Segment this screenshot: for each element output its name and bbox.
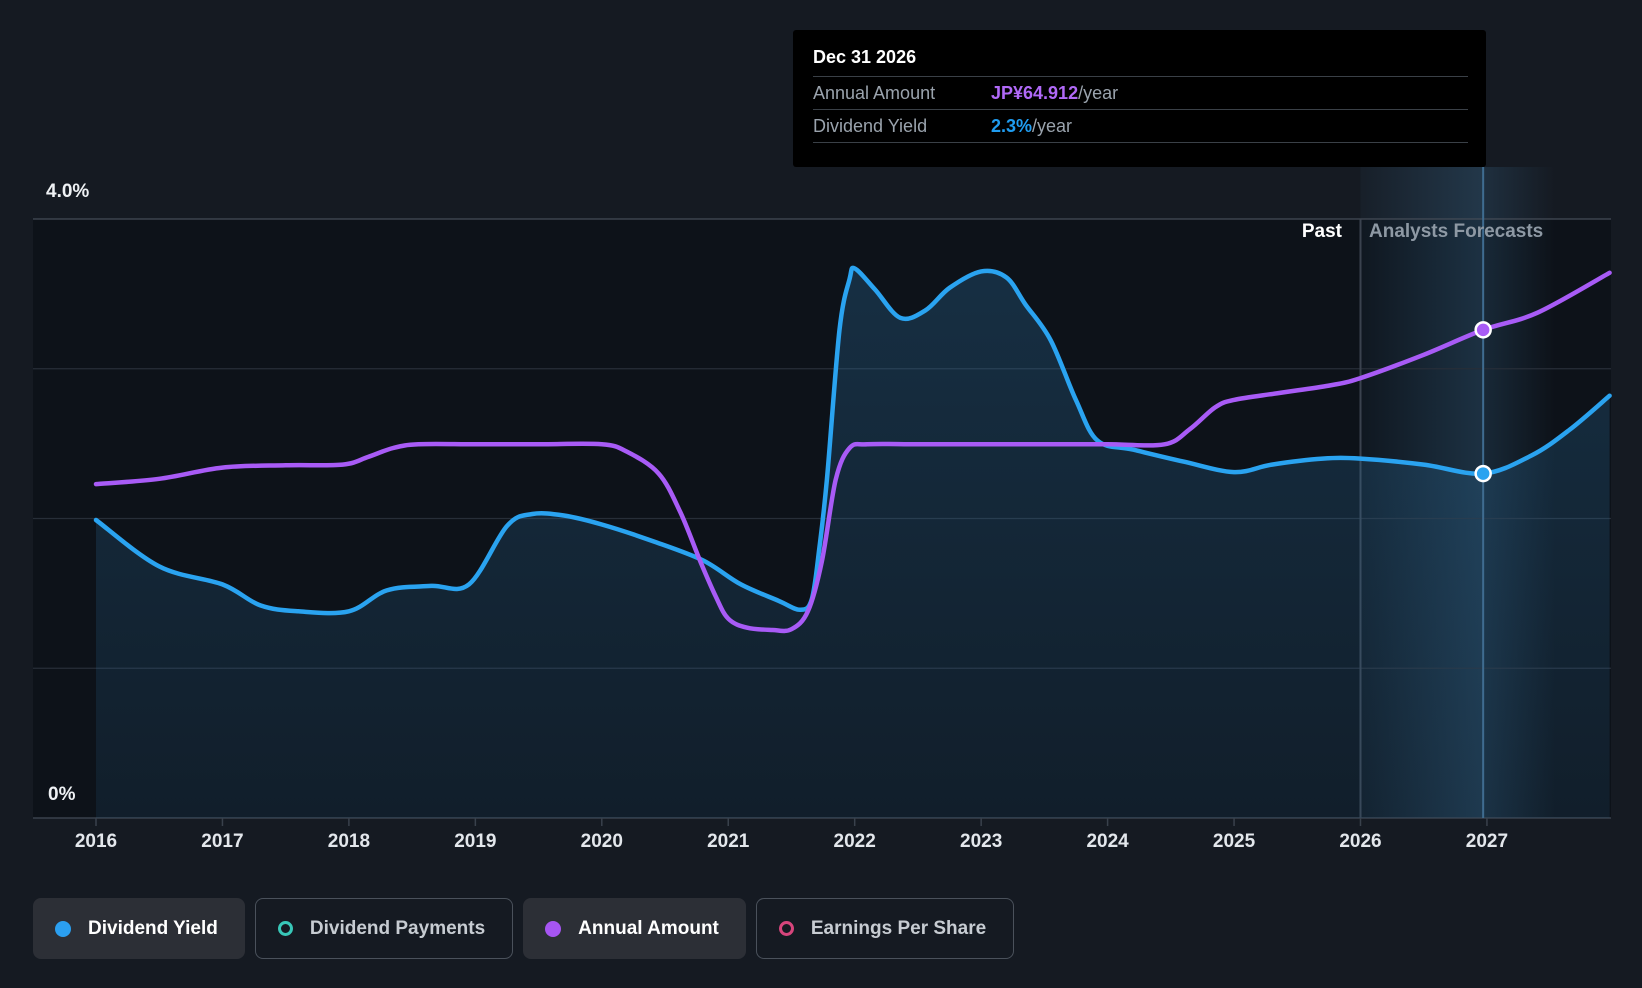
legend-label-annual-amount: Annual Amount — [578, 917, 719, 939]
x-axis-label-2027: 2027 — [1465, 831, 1509, 852]
x-axis-label-2019: 2019 — [454, 831, 497, 852]
annual-amount-dot-icon — [545, 920, 562, 937]
legend-item-dividend-payments[interactable]: Dividend Payments — [254, 898, 514, 959]
x-axis-label-2017: 2017 — [201, 831, 244, 852]
tooltip-row-suffix: /year — [1078, 82, 1119, 103]
legend-item-dividend-yield[interactable]: Dividend Yield — [33, 898, 245, 959]
tooltip-row-label: Annual Amount — [813, 82, 936, 103]
tooltip-row-value: JP¥64.912 — [991, 82, 1079, 103]
tooltip-row-dividend-yield: Dividend Yield 2.3%/year — [813, 109, 1468, 143]
dividend-yield-marker[interactable] — [1474, 464, 1492, 483]
past-label: Past — [1301, 221, 1342, 242]
annual-amount-marker[interactable] — [1474, 321, 1492, 339]
dividend-payments-ring-icon — [277, 921, 293, 936]
chart-tooltip: Dec 31 2026 Annual Amount JP¥64.912/year D… — [793, 30, 1486, 167]
x-axis-label-2025: 2025 — [1212, 831, 1256, 852]
earnings-per-share-ring-icon — [778, 921, 794, 936]
x-axis-label-2016: 2016 — [74, 831, 118, 852]
legend-label-dividend-yield: Dividend Yield — [88, 917, 218, 939]
y-axis-label-top: 4.0% — [46, 181, 90, 202]
dividend-yield-area — [96, 267, 1610, 818]
x-axis-label-2026: 2026 — [1339, 831, 1382, 852]
x-axis-label-2020: 2020 — [580, 831, 623, 852]
x-axis-label-2024: 2024 — [1086, 831, 1129, 852]
analysts-forecasts-label: Analysts Forecasts — [1369, 221, 1544, 242]
tooltip-date: Dec 31 2026 — [813, 47, 917, 67]
dividend-yield-dot-icon — [55, 920, 71, 937]
tooltip-row-suffix: /year — [1032, 115, 1073, 136]
x-axis-label-2021: 2021 — [707, 831, 750, 852]
tooltip-row-annual-amount: Annual Amount JP¥64.912/year — [813, 76, 1468, 109]
x-axis-label-2018: 2018 — [327, 831, 371, 852]
legend-label-dividend-payments: Dividend Payments — [309, 917, 486, 939]
tooltip-row-label: Dividend Yield — [813, 115, 928, 136]
x-axis-label-2022: 2022 — [833, 831, 876, 852]
legend-item-annual-amount[interactable]: Annual Amount — [523, 898, 746, 959]
legend-label-earnings-per-share: Earnings Per Share — [810, 917, 987, 939]
annual-amount-line — [93, 270, 1612, 634]
y-axis-label-zero: 0% — [48, 784, 76, 805]
dividend-yield-line — [93, 265, 1612, 616]
tooltip-row-value: 2.3% — [991, 115, 1033, 136]
x-axis-label-2023: 2023 — [960, 831, 1003, 852]
chart-legend: Dividend Yield Dividend Payments Annual Am… — [33, 898, 1015, 959]
legend-item-earnings-per-share[interactable]: Earnings Per Share — [755, 898, 1015, 959]
